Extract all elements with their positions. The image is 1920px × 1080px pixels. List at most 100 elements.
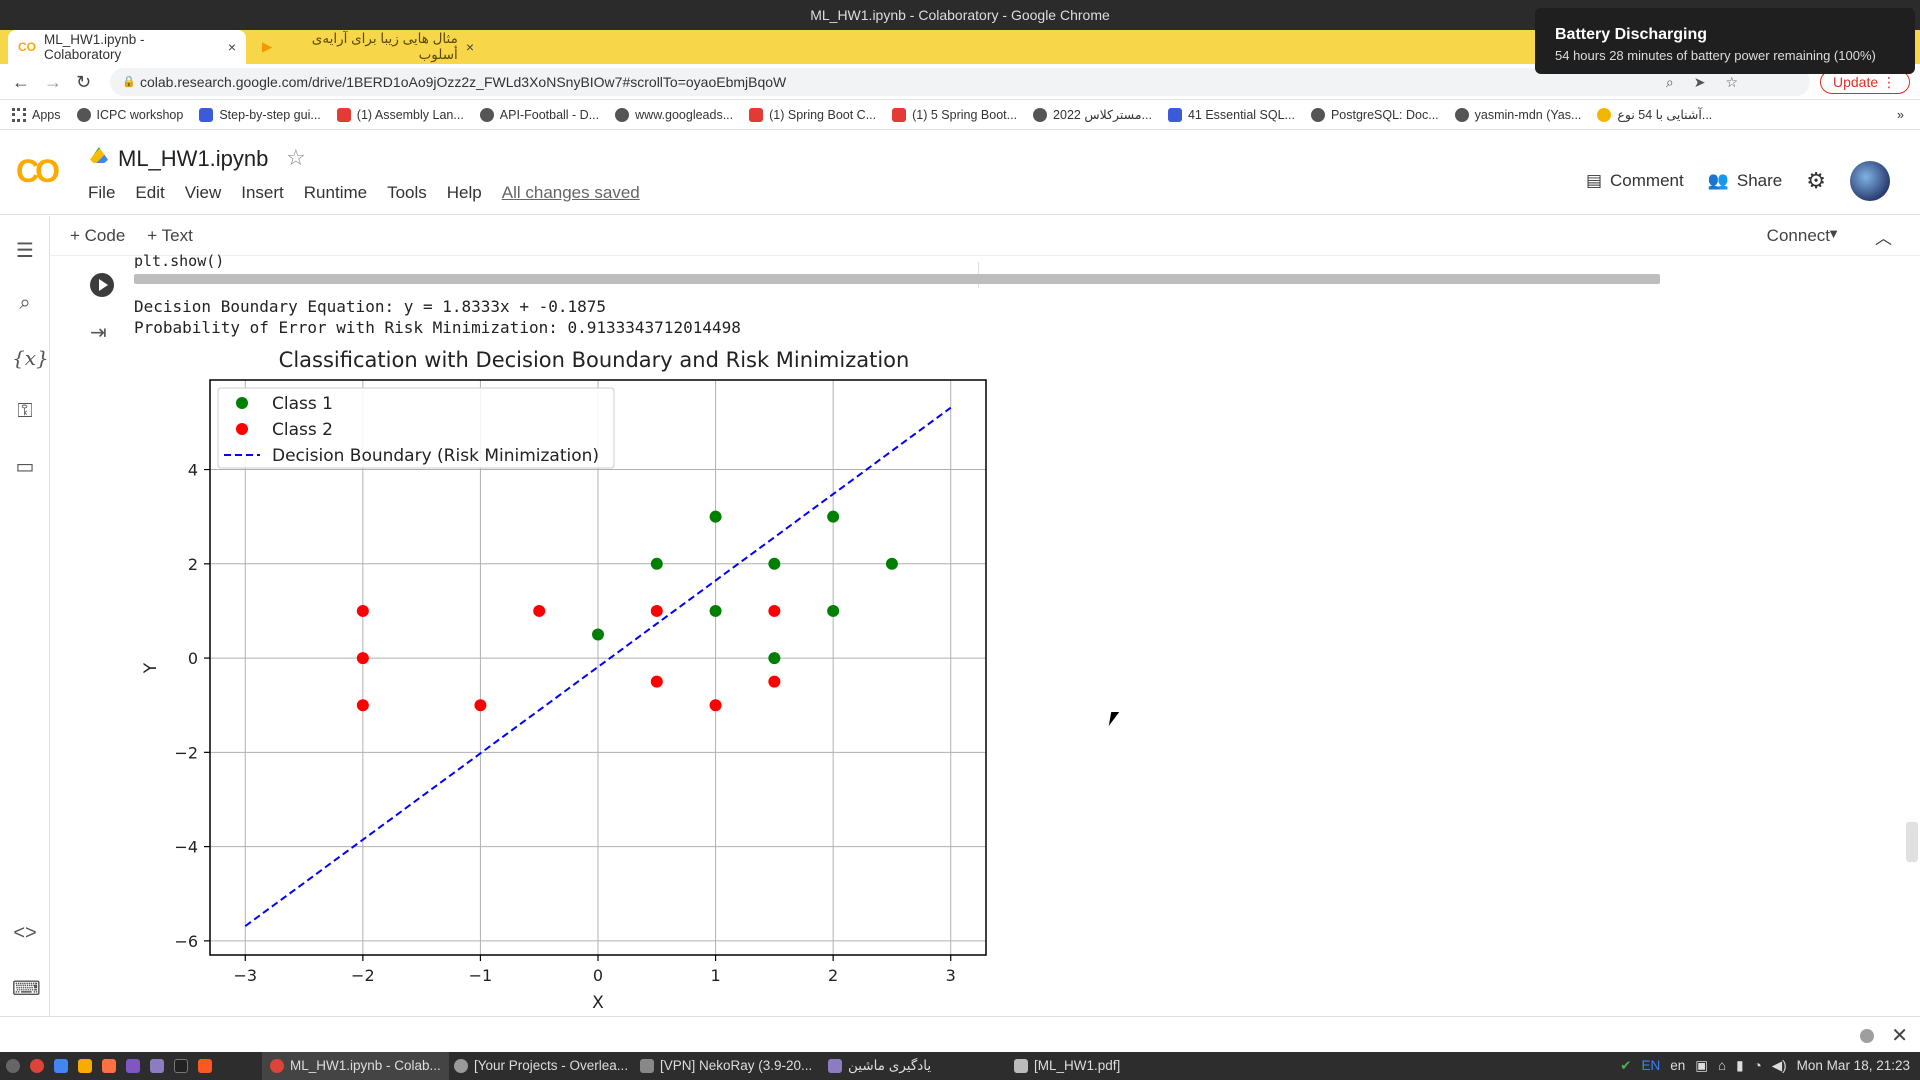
keyboard-layout-secondary[interactable]: en [1670,1058,1686,1073]
bookmark-label: (1) 5 Spring Boot... [912,107,1018,122]
bookmark-item[interactable]: API-Football - D... [479,107,600,122]
horizontal-scrollbar[interactable] [134,274,1660,284]
taskbar-item-colab[interactable]: ML_HW1.ipynb - Colab... [262,1052,449,1080]
menu-insert[interactable]: Insert [241,183,284,202]
bookmark-apps[interactable]: Apps [12,107,61,122]
wifi-icon[interactable]: ◔ [1753,1058,1762,1073]
legend-box [217,387,615,469]
taskbar-item-folder[interactable]: یادگیری ماشین [828,1052,931,1080]
class1-point [592,628,604,641]
run-cell-button[interactable] [90,273,114,297]
reload-icon[interactable]: ↻ [76,72,92,92]
youtube-icon [892,107,907,122]
notes-icon[interactable] [78,1059,92,1073]
legend-marker-class2 [236,423,248,435]
bookmark-item[interactable]: PostgreSQL: Doc... [1310,107,1439,122]
close-tab-icon[interactable]: × [227,39,236,55]
table-of-contents-icon[interactable]: ☰ [16,240,34,262]
tab-colab[interactable]: CO ML_HW1.ipynb - Colaboratory × [8,30,246,64]
bookmark-item[interactable]: مسترکلاس 2022... [1033,107,1152,122]
app-icon[interactable] [102,1059,116,1073]
add-code-button[interactable]: + Code [70,225,126,245]
code-snippets-icon[interactable]: <> [13,922,37,944]
comment-button[interactable]: ▤ Comment [1586,171,1684,191]
search-icon[interactable]: ⌕ [19,292,31,314]
scatter-plot: Classification with Decision Boundary an… [141,348,987,1012]
tab-label: مثال هایی زیبا برای آرایه‌ی أسلوب [311,31,458,62]
menu-tools[interactable]: Tools [387,183,427,202]
check-icon[interactable]: ✔ [1620,1058,1632,1073]
star-icon[interactable]: ☆ [286,145,306,170]
bookmark-item[interactable]: Step-by-step gui... [199,107,321,122]
close-icon[interactable]: ✕ [1891,1025,1908,1047]
menu-edit[interactable]: Edit [135,183,165,202]
forward-icon[interactable]: → [44,72,62,92]
taskbar-item-vpn[interactable]: [VPN] NekoRay (3.9-20... [640,1052,812,1080]
add-text-button[interactable]: + Text [147,225,193,245]
menu-runtime[interactable]: Runtime [303,183,368,202]
output-icon[interactable]: ⇥ [90,322,107,344]
terminal-icon[interactable] [174,1059,188,1073]
class2-point [650,675,663,688]
save-status[interactable]: All changes saved [501,183,640,202]
code-line[interactable]: plt.show() [134,252,225,268]
battery-notification[interactable]: Battery Discharging 54 hours 28 minutes … [1535,8,1915,74]
url-input[interactable]: 🔒 colab.research.google.com/drive/1BERD1… [110,68,1810,96]
keyboard-layout[interactable]: EN [1641,1058,1661,1073]
chart-legend: Class 1 Class 2 Decision Boundary (Risk … [217,387,615,469]
taskbar-item-overleaf[interactable]: [Your Projects - Overlea... [454,1052,628,1080]
clock[interactable]: Mon Mar 18, 21:23 [1796,1058,1910,1073]
app-icon[interactable] [54,1059,68,1073]
bookmark-item[interactable]: آشنایی با 54 نوع... [1597,107,1712,122]
volume-icon[interactable]: ◀) [1771,1058,1787,1073]
taskbar-item-pdf[interactable]: [ML_HW1.pdf] [1014,1052,1120,1080]
bookmark-item[interactable]: www.googleads... [615,107,733,122]
menu-file[interactable]: File [88,183,116,202]
back-icon[interactable]: ← [12,72,30,92]
bookmark-item[interactable]: (1) 5 Spring Boot... [892,107,1018,122]
menu-help[interactable]: Help [446,183,482,202]
bookmark-item[interactable]: yasmin-mdn (Yas... [1454,107,1581,122]
avatar[interactable] [1850,161,1890,201]
variables-icon[interactable]: {x} [12,346,49,370]
x-axis-label: X [592,993,604,1012]
battery-icon[interactable]: ▮ [1736,1058,1744,1073]
y-tick-label: 0 [188,649,198,668]
bookmarks-overflow-icon[interactable]: » [1897,107,1904,122]
connect-dropdown-icon[interactable]: ▼ [1827,226,1840,241]
app-icon[interactable] [126,1059,140,1073]
chrome-icon[interactable] [30,1059,44,1073]
network-icon[interactable]: ⌂ [1718,1058,1727,1073]
send-icon[interactable]: ➤ [1693,74,1706,90]
vertical-scrollbar[interactable] [1906,822,1918,862]
y-tick-label: 4 [188,461,198,480]
collapse-header-icon[interactable]: ︿ [1875,229,1892,248]
secrets-key-icon[interactable]: ⚿ [17,400,33,422]
tab-article[interactable]: ▶ مثال هایی زیبا برای آرایه‌ی أسلوب × [252,30,484,64]
menu-view[interactable]: View [184,183,222,202]
bookmark-item[interactable]: 41 Essential SQL... [1167,107,1295,122]
x-tick-label: 0 [593,966,603,985]
colab-favicon-icon: CO [18,40,36,54]
bookmark-label: API-Football - D... [499,107,600,122]
settings-gear-icon[interactable]: ⚙ [1806,168,1826,193]
folder-icon[interactable] [150,1059,164,1073]
left-sidebar: ☰ ⌕ {x} ⚿ ▭ <> ⌨ [0,216,50,1016]
bookmark-item[interactable]: ICPC workshop [76,107,183,122]
connect-button[interactable]: Connect [1766,226,1830,245]
menu-icon[interactable] [6,1059,20,1073]
bookmark-item[interactable]: (1) Assembly Lan... [336,107,464,122]
bookmark-item[interactable]: (1) Spring Boot C... [749,107,876,122]
menu-bar: File Edit View Insert Runtime Tools Help… [88,183,640,203]
app-icon[interactable] [198,1059,212,1073]
notebook-title[interactable]: ML_HW1.ipynb [118,146,269,171]
terminal-icon[interactable]: ⌨ [12,978,41,1000]
share-button[interactable]: 👥 Share [1708,171,1783,191]
display-icon[interactable]: ▣ [1695,1058,1709,1073]
zoom-icon[interactable]: ⌕ [1665,74,1674,90]
tab-label: ML_HW1.ipynb - Colaboratory [44,32,145,62]
colab-logo[interactable]: CO [16,153,60,189]
bookmark-star-icon[interactable]: ☆ [1725,74,1738,90]
folder-icon[interactable]: ▭ [15,456,35,478]
close-tab-icon[interactable]: × [465,39,474,55]
